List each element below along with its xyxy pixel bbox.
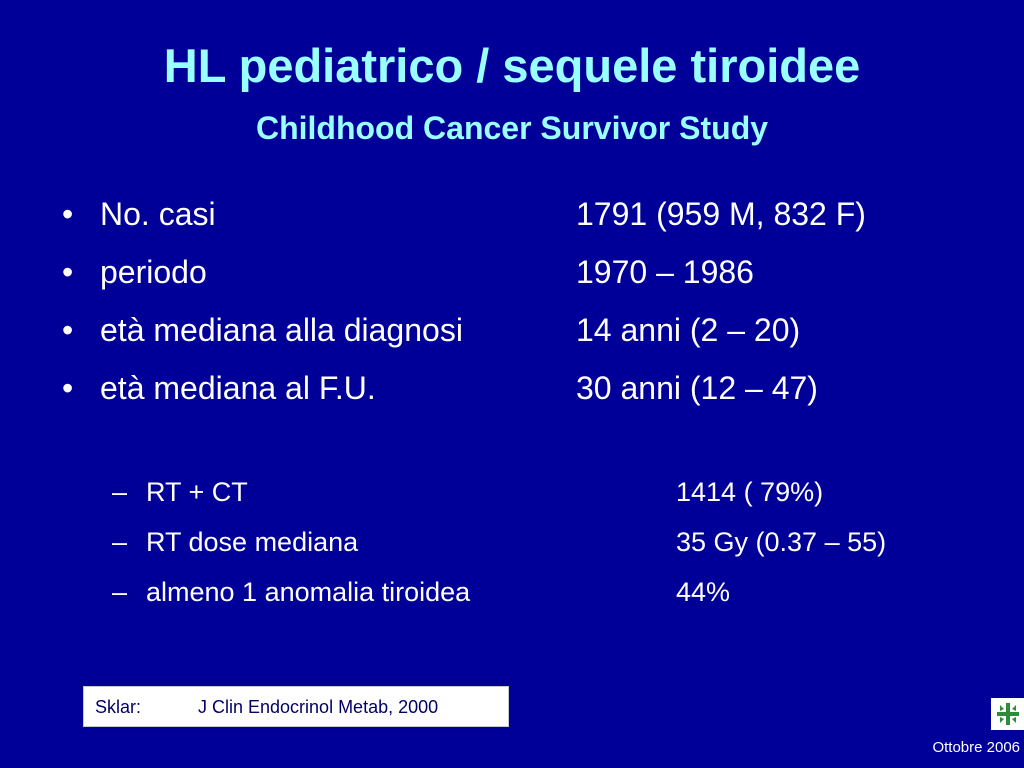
bullet-marker: •: [62, 196, 74, 232]
slide-date: Ottobre 2006: [932, 739, 1020, 756]
bullet-item: • periodo 1970 – 1986: [62, 246, 1002, 304]
slide-subtitle: Childhood Cancer Survivor Study: [255, 110, 769, 146]
reference-box: Sklar: J Clin Endocrinol Metab, 2000: [83, 686, 509, 727]
sub-bullet-marker: –: [112, 477, 128, 507]
sub-bullet-label: RT + CT: [146, 477, 248, 507]
sub-bullet-item: – almeno 1 anomalia tiroidea 44%: [112, 572, 992, 622]
green-cross-logo-icon-svg: [997, 703, 1019, 725]
bullet-item: • No. casi 1791 (959 M, 832 F): [62, 188, 1002, 246]
reference-source: J Clin Endocrinol Metab, 2000: [198, 697, 439, 717]
bullet-value: 30 anni (12 – 47): [576, 370, 818, 406]
sub-bullet-marker: –: [112, 577, 128, 607]
sub-bullet-item: – RT dose mediana 35 Gy (0.37 – 55): [112, 522, 992, 572]
bullet-label: età mediana alla diagnosi: [100, 312, 463, 348]
main-bullet-list: • No. casi 1791 (959 M, 832 F) • periodo…: [62, 188, 1002, 420]
bullet-marker: •: [62, 312, 74, 348]
sub-bullet-item: – RT + CT 1414 ( 79%): [112, 472, 992, 522]
bullet-label: periodo: [100, 254, 207, 290]
sub-bullet-marker: –: [112, 527, 128, 557]
bullet-value: 14 anni (2 – 20): [576, 312, 801, 348]
reference-author: Sklar:: [95, 697, 142, 717]
sub-bullet-label: almeno 1 anomalia tiroidea: [146, 577, 471, 607]
bullet-item: • età mediana alla diagnosi 14 anni (2 –…: [62, 304, 1002, 362]
slide-title: HL pediatrico / sequele tiroidee: [163, 39, 861, 92]
bullet-marker: •: [62, 370, 74, 406]
bullet-label: età mediana al F.U.: [100, 370, 376, 406]
bullet-label: No. casi: [100, 196, 216, 232]
bullet-item: • età mediana al F.U. 30 anni (12 – 47): [62, 362, 1002, 420]
bullet-value: 1791 (959 M, 832 F): [576, 196, 866, 232]
sub-bullet-value: 1414 ( 79%): [676, 477, 824, 507]
sub-bullet-value: 44%: [676, 577, 731, 607]
bullet-value: 1970 – 1986: [576, 254, 754, 290]
sub-bullet-value: 35 Gy (0.37 – 55): [676, 527, 887, 557]
green-cross-logo-icon: [991, 698, 1024, 730]
bullet-marker: •: [62, 254, 74, 290]
sub-bullet-label: RT dose mediana: [146, 527, 359, 557]
sub-bullet-list: – RT + CT 1414 ( 79%) – RT dose mediana …: [112, 472, 992, 622]
